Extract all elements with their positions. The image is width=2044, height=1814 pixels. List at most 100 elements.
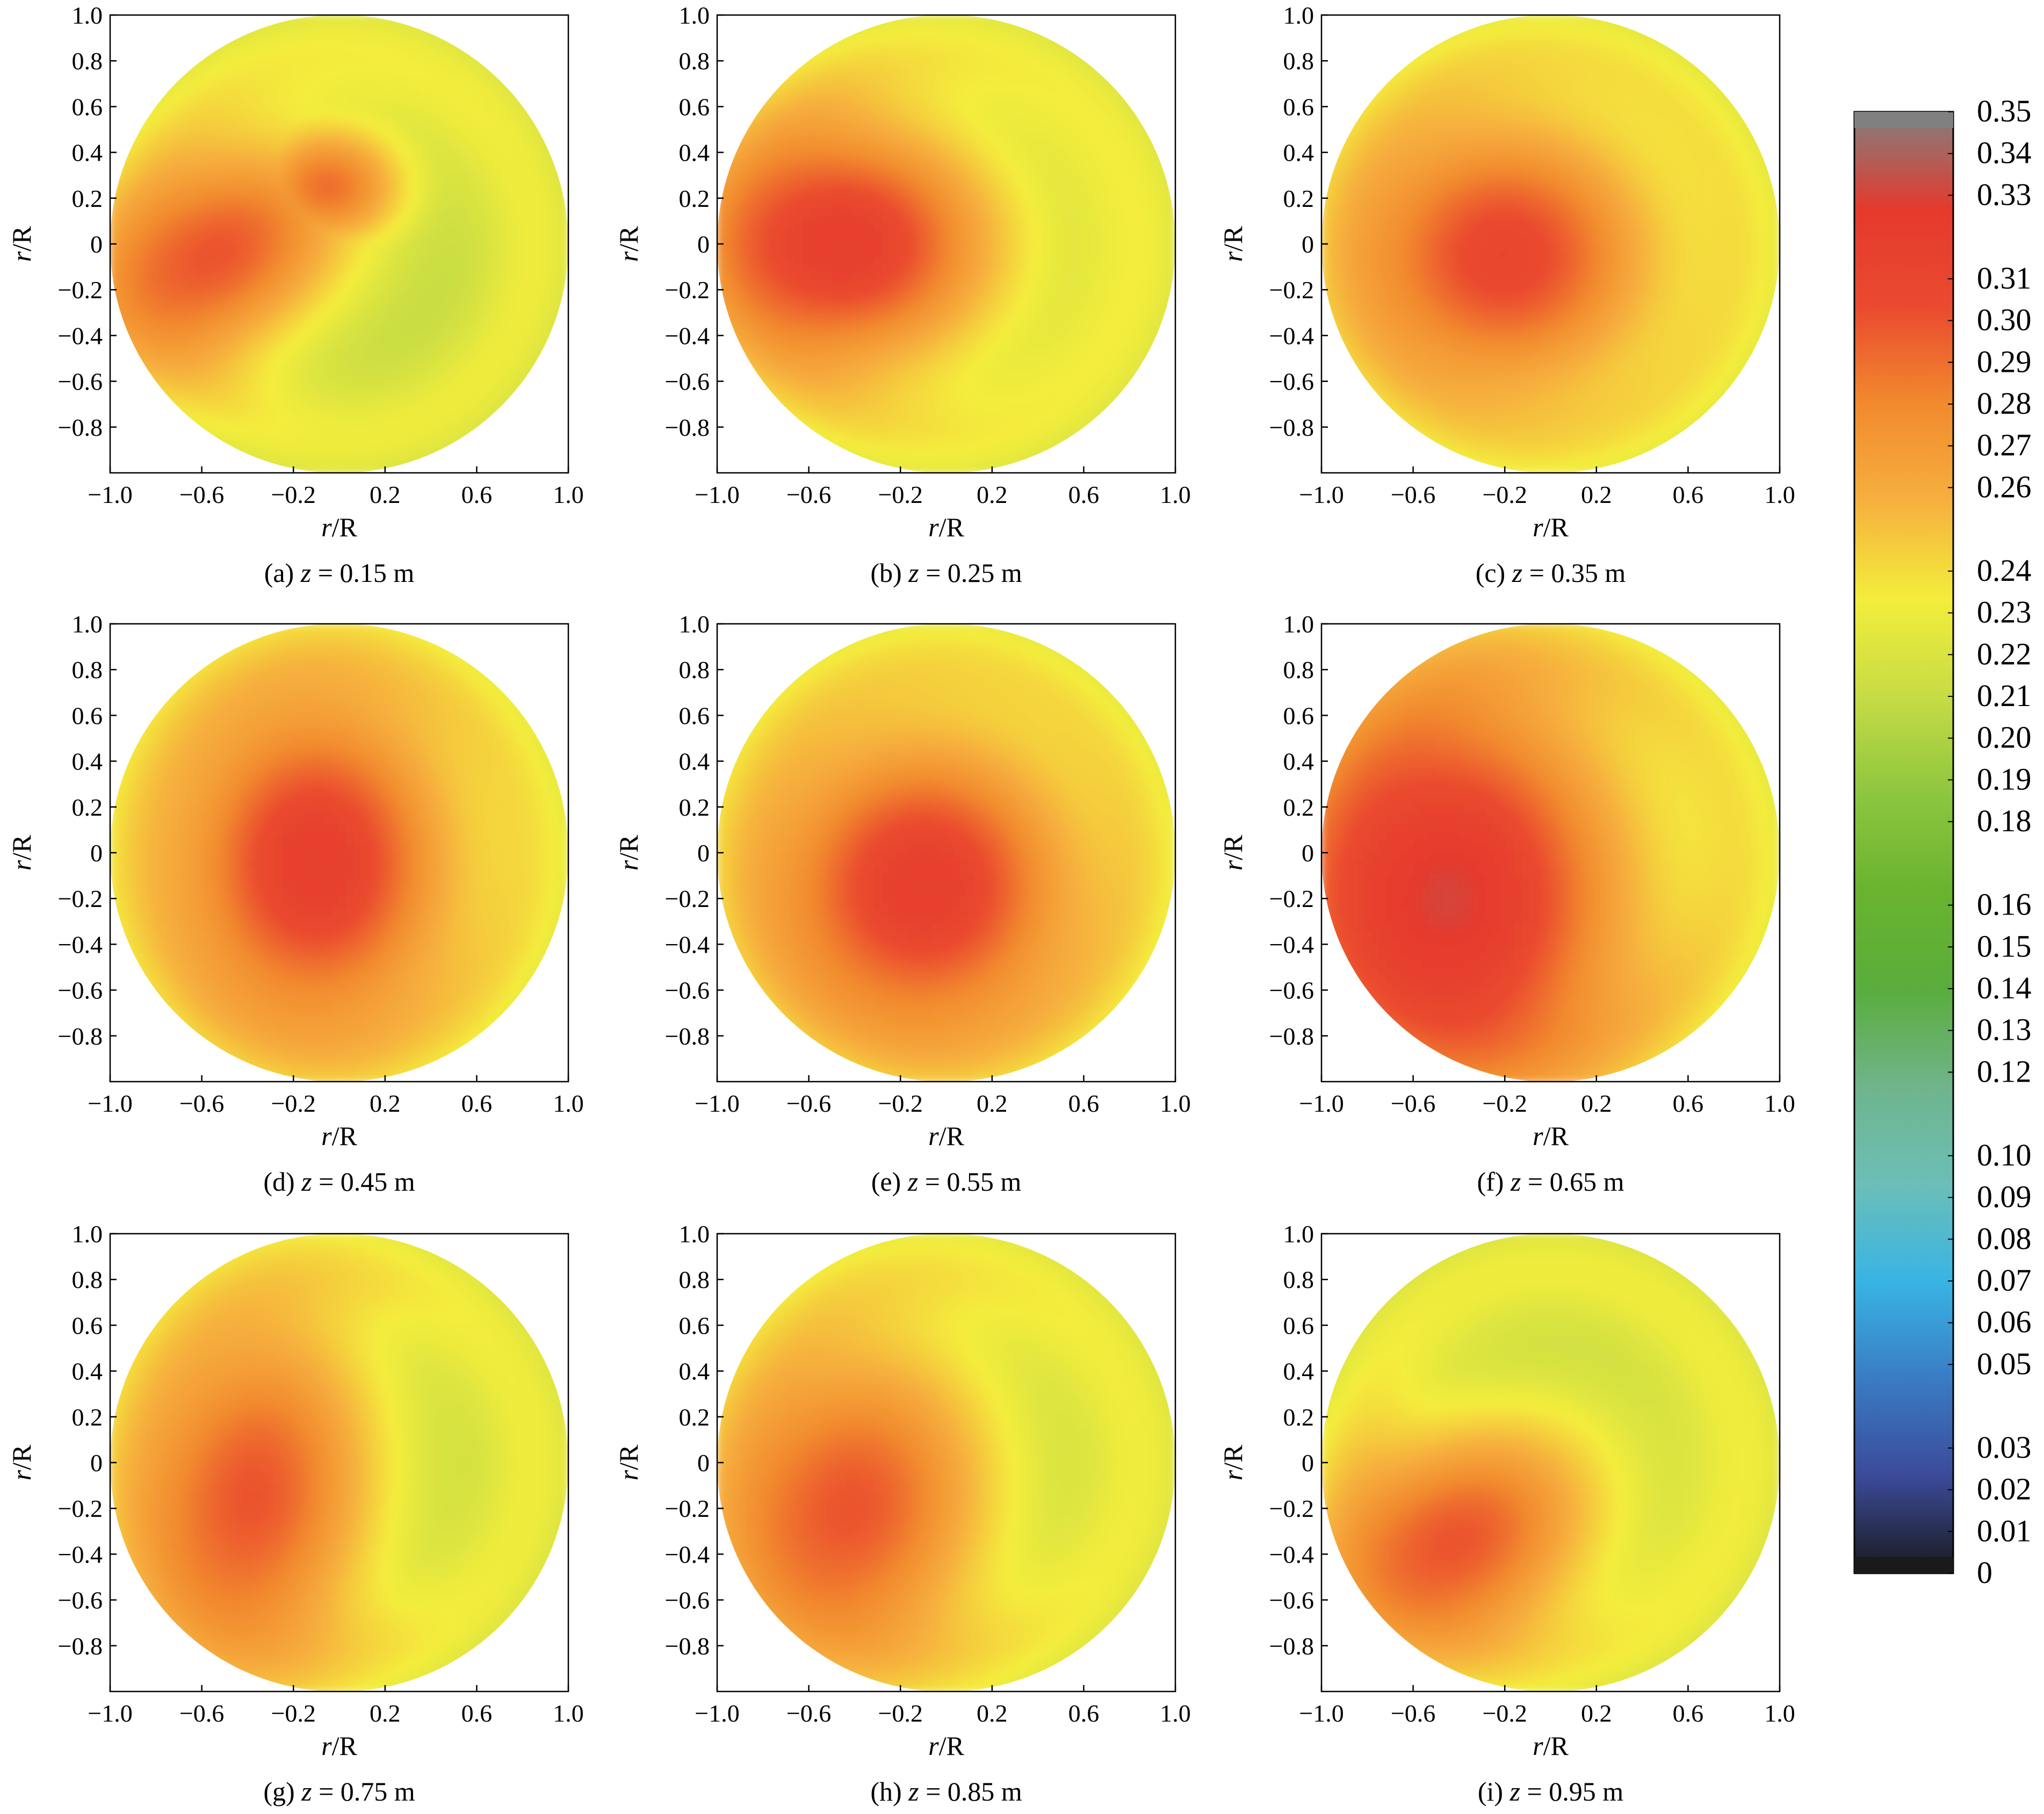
heatmap-cell (260, 201, 268, 209)
heatmap-cell (910, 64, 918, 73)
heatmap-cell (288, 201, 297, 209)
heatmap-cell (210, 150, 218, 159)
heatmap-cell (210, 358, 218, 366)
heatmap-cell (367, 444, 375, 452)
heatmap-cell (796, 93, 804, 102)
heatmap-cell (224, 430, 233, 438)
heatmap-cell (731, 179, 739, 188)
heatmap-cell (253, 201, 261, 209)
heatmap-cell (210, 244, 218, 252)
heatmap-cell (810, 344, 818, 352)
heatmap-cell (403, 86, 411, 95)
heatmap-cell (210, 57, 218, 66)
heatmap-cell (403, 408, 411, 416)
heatmap-cell (846, 265, 854, 273)
heatmap-cell (745, 329, 754, 338)
heatmap-cell (853, 286, 861, 295)
heatmap-cell (874, 365, 883, 373)
heatmap-cell (331, 286, 340, 295)
heatmap-cell (189, 129, 197, 138)
heatmap-cell (224, 201, 233, 209)
heatmap-cell (253, 165, 261, 173)
heatmap-cell (403, 179, 411, 188)
heatmap-cell (824, 423, 832, 431)
heatmap-cell (310, 193, 319, 202)
heatmap-cell (895, 100, 904, 109)
heatmap-cell (767, 272, 775, 280)
heatmap-cell (174, 387, 182, 395)
heatmap-cell (532, 172, 540, 181)
heatmap-cell (817, 294, 825, 302)
heatmap-cell (738, 244, 746, 252)
heatmap-cell (831, 115, 840, 123)
heatmap-cell (889, 51, 897, 59)
heatmap-cell (903, 322, 911, 330)
heatmap-cell (217, 401, 225, 409)
heatmap-cell (288, 451, 297, 459)
heatmap-cell (389, 208, 397, 216)
heatmap-cell (331, 365, 340, 373)
heatmap-cell (232, 380, 240, 388)
heatmap-cell (217, 444, 225, 452)
heatmap-cell (346, 193, 354, 202)
heatmap-cell (189, 430, 197, 438)
heatmap-cell (767, 165, 775, 173)
heatmap-cell (774, 344, 782, 352)
heatmap-cell (831, 57, 840, 66)
heatmap-cell (153, 387, 161, 395)
heatmap-cell (389, 329, 397, 338)
heatmap-cell (288, 186, 297, 195)
heatmap-cell (260, 423, 268, 431)
heatmap-cell (724, 258, 732, 266)
heatmap-cell (131, 186, 139, 195)
heatmap-cell (410, 29, 418, 37)
heatmap-cell (403, 222, 411, 231)
heatmap-cell (232, 86, 240, 95)
heatmap-cell (788, 365, 797, 373)
heatmap-cell (239, 337, 247, 345)
heatmap-cell (331, 466, 340, 473)
heatmap-cell (267, 150, 276, 159)
heatmap-cell (403, 387, 411, 395)
heatmap-cell (895, 451, 904, 459)
heatmap-cell (189, 150, 197, 159)
heatmap-cell (889, 322, 897, 330)
heatmap-cell (381, 265, 390, 273)
heatmap-cell (131, 115, 139, 123)
heatmap-cell (160, 322, 168, 330)
heatmap-cell (910, 208, 918, 216)
heatmap-cell (910, 15, 918, 23)
heatmap-cell (525, 387, 533, 395)
heatmap-cell (267, 129, 276, 138)
heatmap-cell (432, 244, 440, 252)
heatmap-cell (167, 201, 175, 209)
heatmap-cell (138, 380, 147, 388)
heatmap-cell (196, 193, 204, 202)
heatmap-cell (303, 179, 311, 188)
heatmap-cell (724, 279, 732, 287)
heatmap-cell (460, 358, 468, 366)
heatmap-cell (146, 387, 154, 395)
heatmap-cell (760, 129, 768, 138)
heatmap-cell (432, 265, 440, 273)
heatmap-cell (503, 143, 511, 152)
heatmap-cell (760, 107, 768, 116)
heatmap-cell (745, 265, 754, 273)
heatmap-cell (310, 372, 319, 381)
heatmap-cell (331, 337, 340, 345)
heatmap-cell (253, 229, 261, 237)
heatmap-cell (546, 222, 554, 231)
heatmap-cell (439, 272, 447, 280)
heatmap-cell (738, 344, 746, 352)
heatmap-cell (317, 344, 326, 352)
heatmap-cell (381, 380, 390, 388)
heatmap-cell (360, 51, 369, 59)
heatmap-cell (288, 423, 297, 431)
heatmap-cell (439, 51, 447, 59)
heatmap-cell (310, 36, 319, 44)
heatmap-cell (767, 86, 775, 95)
heatmap-cell (324, 222, 333, 231)
heatmap-cell (367, 401, 375, 409)
heatmap-cell (275, 444, 283, 452)
heatmap-cell (518, 394, 526, 402)
